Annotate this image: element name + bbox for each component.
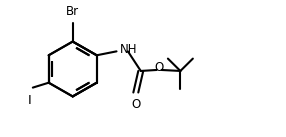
Text: O: O: [131, 98, 140, 111]
Text: Br: Br: [66, 5, 79, 18]
Text: I: I: [28, 95, 32, 107]
Text: O: O: [154, 61, 163, 74]
Text: NH: NH: [120, 43, 137, 56]
